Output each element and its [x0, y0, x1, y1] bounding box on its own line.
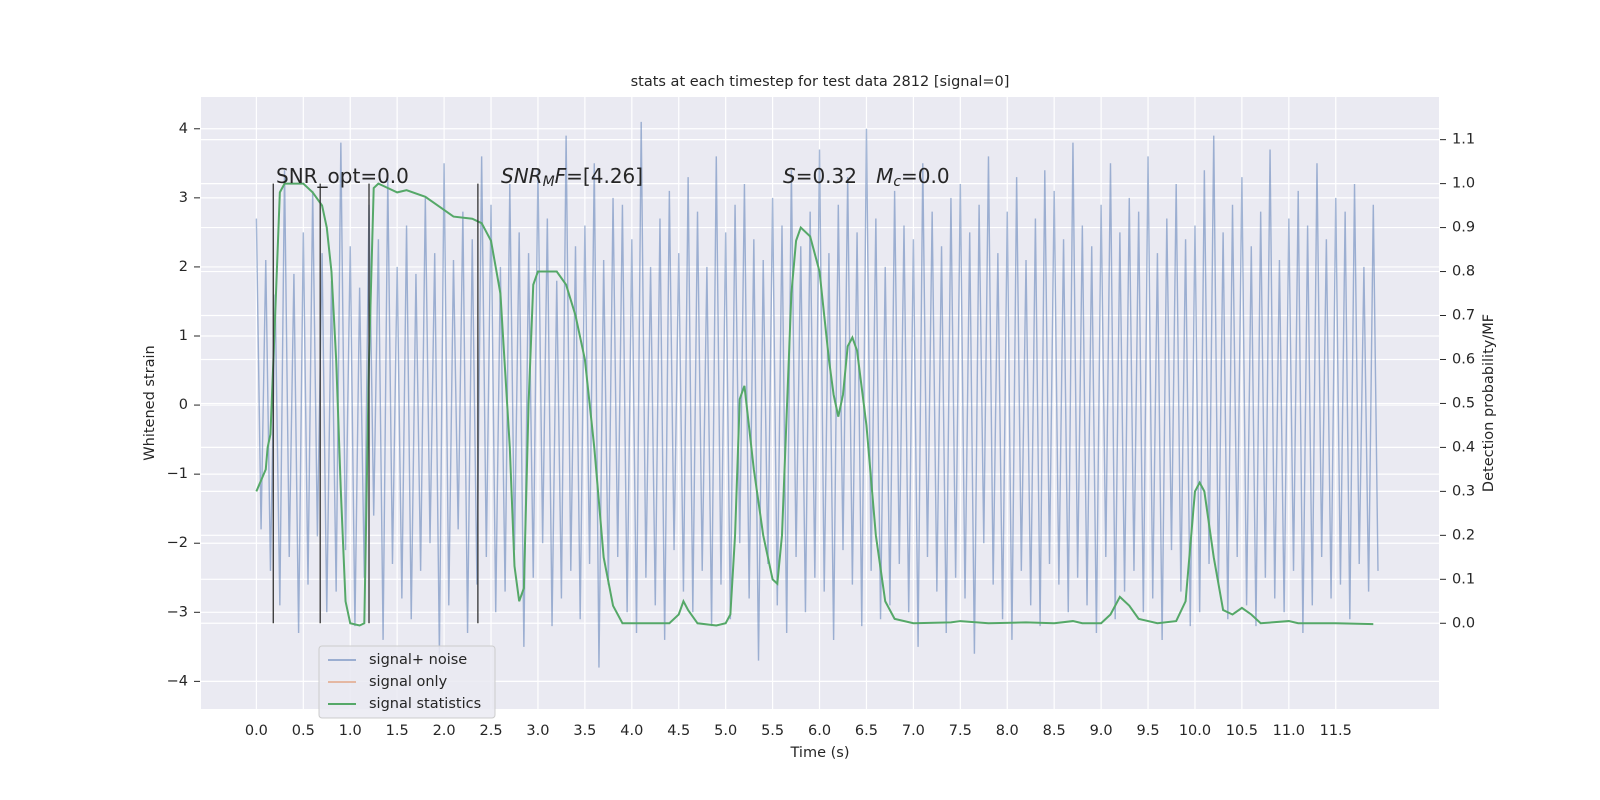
- x-tick-label: 3.5: [573, 723, 596, 739]
- annotation-part: c: [893, 174, 901, 190]
- y2-tick-label: 0.6: [1452, 351, 1475, 367]
- x-axis-label: Time (s): [790, 745, 850, 761]
- x-tick-label: 7.5: [949, 723, 972, 739]
- x-tick-label: 8.0: [996, 723, 1019, 739]
- x-tick-label: 1.0: [339, 723, 362, 739]
- annotation-part: M: [543, 174, 555, 190]
- y2-tick-label: 0.2: [1452, 527, 1475, 543]
- series-line: [255, 182, 1374, 627]
- x-tick-label: 8.5: [1043, 723, 1066, 739]
- y2-tick-label: 0.4: [1452, 439, 1475, 455]
- y2-tick-label: 0.8: [1452, 264, 1475, 280]
- annotation-part: S: [783, 164, 796, 188]
- x-tick-label: 3.0: [526, 723, 549, 739]
- x-tick-label: 2.5: [479, 723, 502, 739]
- y-tick-label: 4: [179, 121, 188, 137]
- x-tick-label: 10.0: [1179, 723, 1211, 739]
- y-tick-label: −1: [167, 466, 188, 482]
- legend-label: signal statistics: [369, 696, 481, 712]
- y2-tick-label: 1.0: [1452, 176, 1475, 192]
- x-tick-label: 1.5: [386, 723, 409, 739]
- annotation: SNRMF=[4.26]: [501, 164, 643, 191]
- x-tick-label: 6.5: [855, 723, 878, 739]
- y-tick-label: −3: [167, 604, 188, 620]
- x-tick-label: 9.5: [1137, 723, 1160, 739]
- series-line: [255, 121, 1379, 668]
- x-tick-label: 5.5: [761, 723, 784, 739]
- y-tick-label: 0: [179, 397, 188, 413]
- legend-box: [318, 645, 496, 719]
- annotation-part: M: [876, 164, 893, 188]
- x-tick-label: 6.0: [808, 723, 831, 739]
- y-tick-label: 2: [179, 259, 188, 275]
- annotation: S=0.32 Mc=0.0: [783, 164, 950, 191]
- annotation-part: =[4.26]: [566, 164, 643, 188]
- legend-label: signal only: [369, 674, 448, 690]
- x-tick-label: 4.0: [620, 723, 643, 739]
- x-tick-label: 11.5: [1320, 723, 1352, 739]
- x-tick-label: 9.0: [1090, 723, 1113, 739]
- x-tick-label: 7.0: [902, 723, 925, 739]
- y2-tick-label: 0.1: [1452, 571, 1475, 587]
- x-tick-label: 0.5: [292, 723, 315, 739]
- x-tick-label: 11.0: [1273, 723, 1305, 739]
- y2-tick-label: 0.3: [1452, 483, 1475, 499]
- x-tick-label: 5.0: [714, 723, 737, 739]
- annotation: SNR_opt=0.0: [276, 164, 409, 188]
- y-tick-label: −4: [167, 673, 188, 689]
- x-tick-label: 10.5: [1226, 723, 1258, 739]
- x-tick-label: 0.0: [245, 723, 268, 739]
- y-tick-label: 3: [179, 190, 188, 206]
- y-tick-label: 1: [179, 328, 188, 344]
- y2-tick-label: 0.7: [1452, 308, 1475, 324]
- y2-tick-label: 0.5: [1452, 395, 1475, 411]
- x-tick-label: 4.5: [667, 723, 690, 739]
- y-tick-label: −2: [167, 535, 188, 551]
- y2-axis-label: Detection probability/MF: [1481, 314, 1497, 492]
- annotation-part: =0.0: [901, 164, 950, 188]
- y-axis-label: Whitened strain: [142, 345, 158, 460]
- y2-tick-label: 1.1: [1452, 132, 1475, 148]
- chart-title: stats at each timestep for test data 281…: [631, 74, 1010, 90]
- annotation-part: SNR_opt=0.0: [276, 164, 409, 188]
- y2-tick-label: 0.9: [1452, 220, 1475, 236]
- annotation-part: =0.32: [796, 164, 876, 188]
- y2-tick-label: 0.0: [1452, 615, 1475, 631]
- annotation-part: F: [555, 164, 567, 188]
- legend-label: signal+ noise: [369, 652, 467, 668]
- x-tick-label: 2.0: [433, 723, 456, 739]
- annotation-part: SNR: [501, 164, 543, 188]
- legend: signal+ noise signal only signal statistic…: [318, 645, 496, 719]
